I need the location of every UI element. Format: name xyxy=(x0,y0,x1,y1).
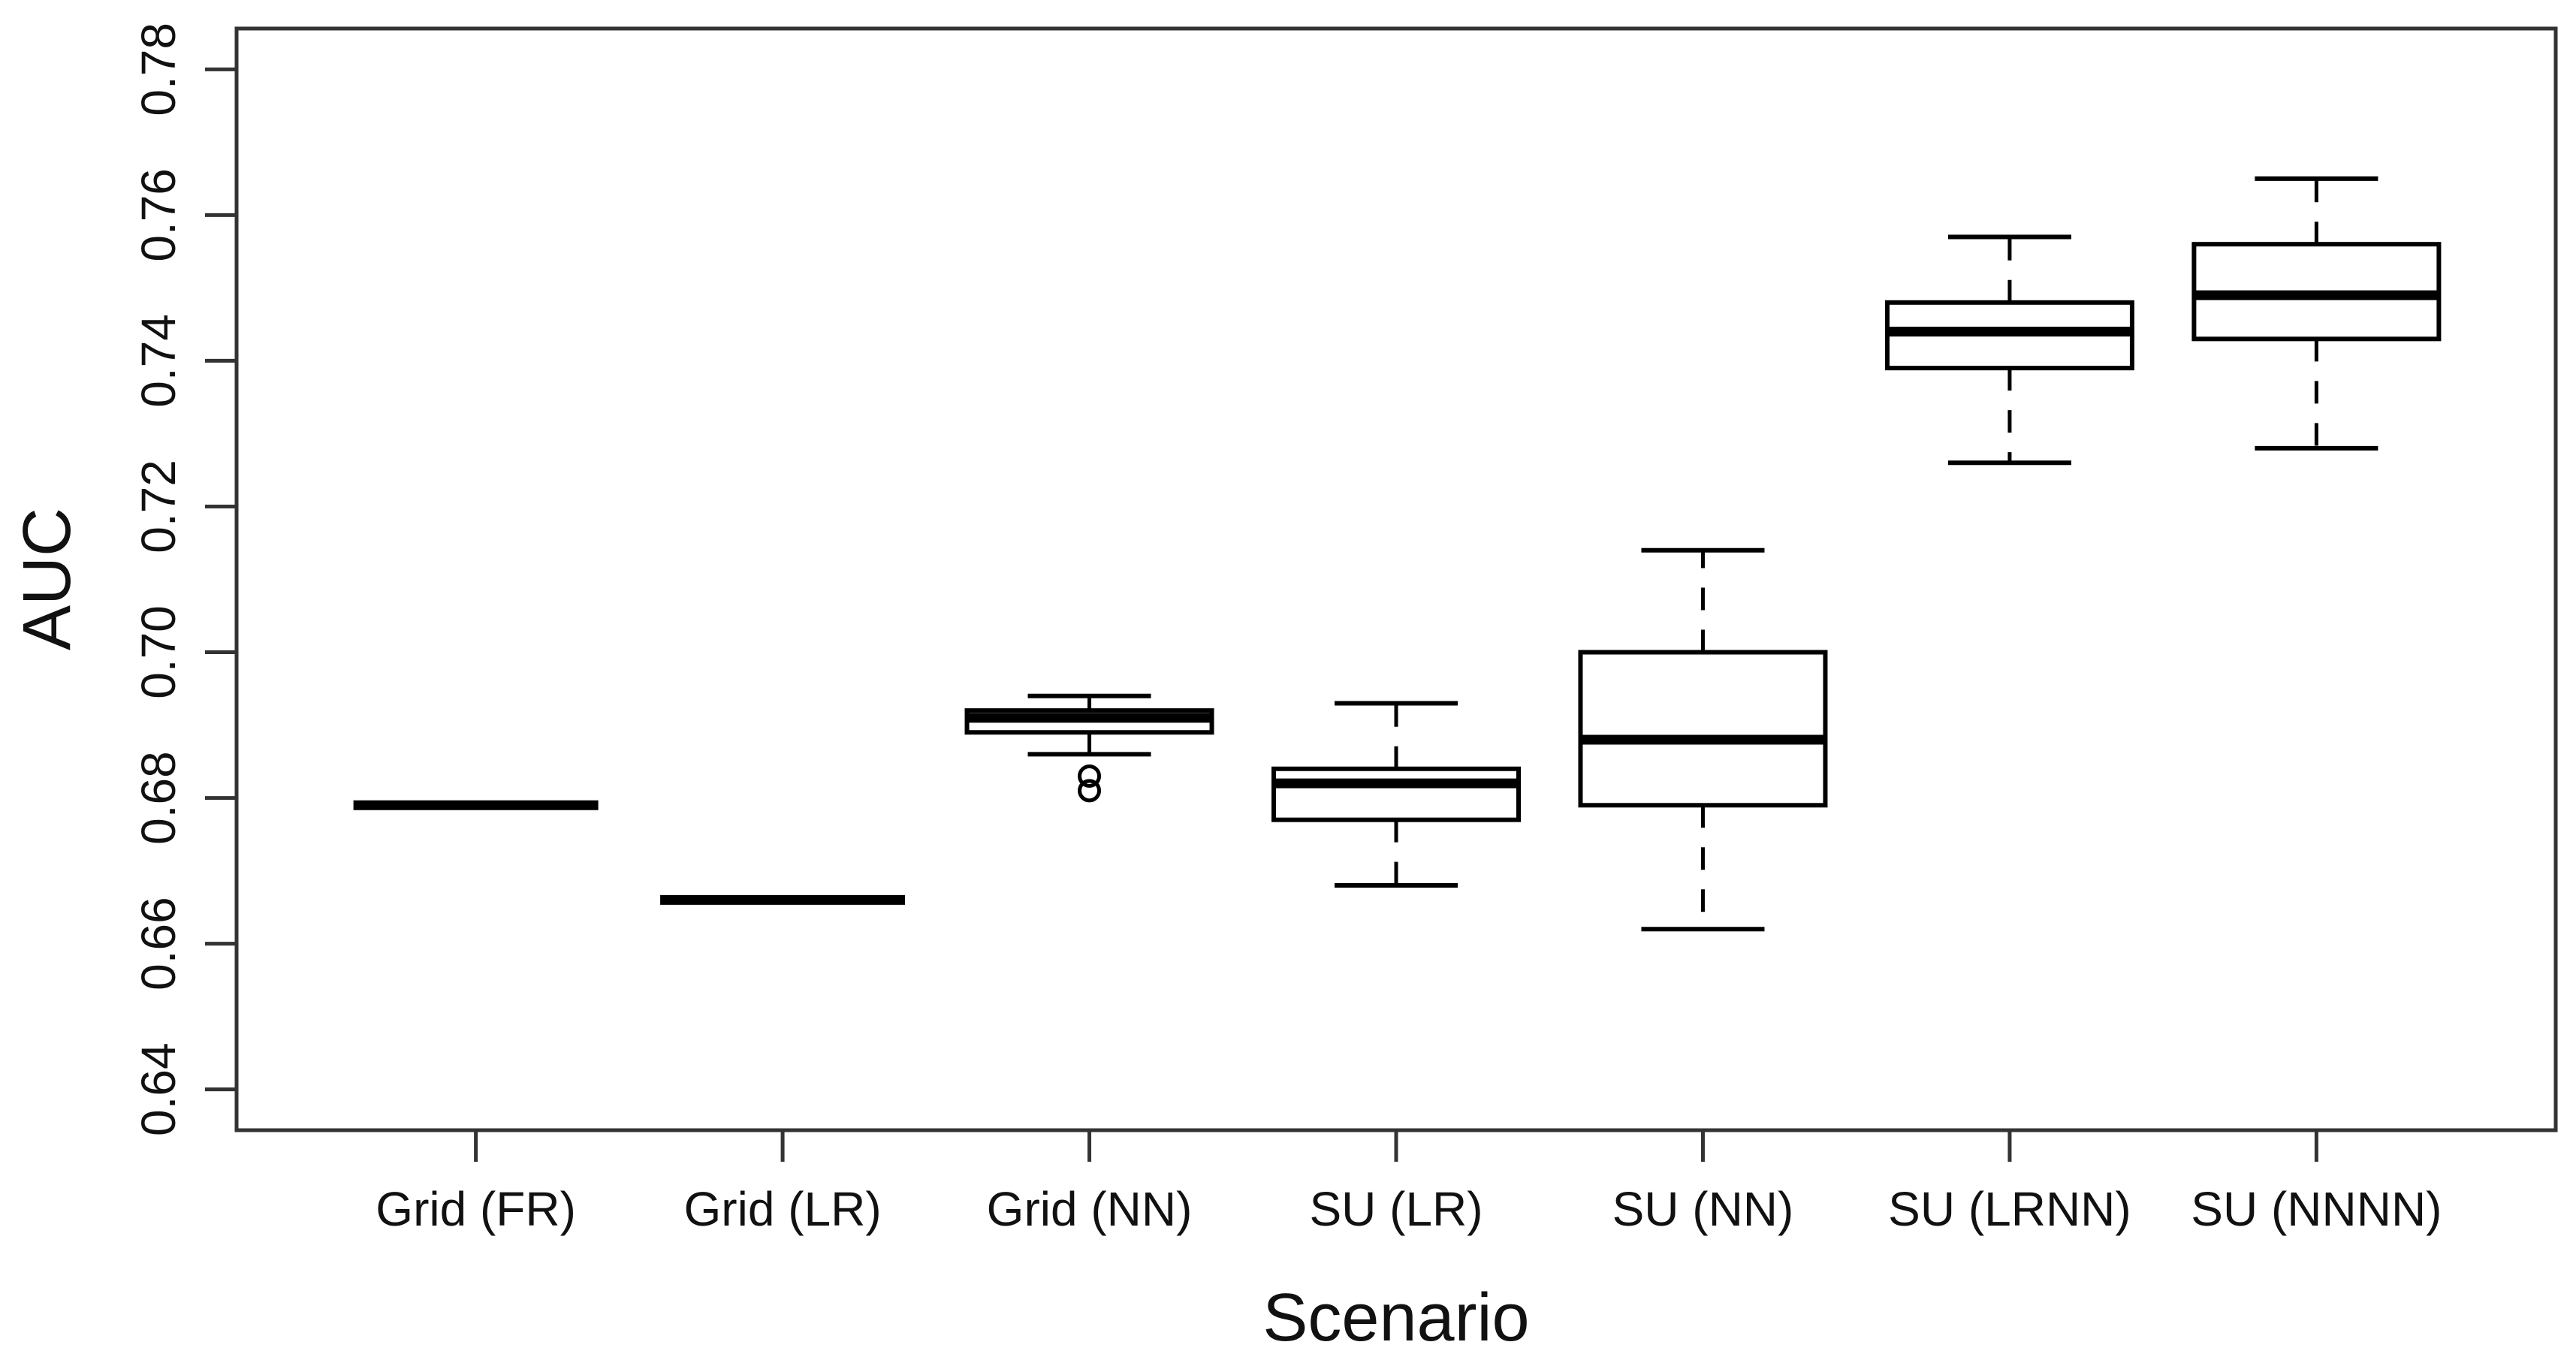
x-tick-label: Grid (NN) xyxy=(987,1182,1193,1236)
x-tick-label: SU (LR) xyxy=(1309,1182,1483,1236)
y-tick-label: 0.64 xyxy=(131,1042,186,1136)
plot-border xyxy=(234,26,2558,1132)
y-tick-label: 0.66 xyxy=(131,897,186,991)
x-axis-title: Scenario xyxy=(1262,1280,1529,1355)
y-tick-label: 0.70 xyxy=(131,605,186,699)
y-tick-label: 0.68 xyxy=(131,751,186,845)
y-tick-label: 0.76 xyxy=(131,168,186,262)
box-rect xyxy=(1578,650,1828,808)
outlier-point xyxy=(1078,764,1102,788)
x-tick-label: Grid (FR) xyxy=(376,1182,576,1236)
x-tick-label: Grid (LR) xyxy=(684,1182,882,1236)
x-tick-label: SU (NN) xyxy=(1612,1182,1794,1236)
y-tick-label: 0.78 xyxy=(131,23,186,116)
y-axis-title: AUC xyxy=(10,508,85,650)
x-tick-label: SU (LRNN) xyxy=(1888,1182,2131,1236)
box-rect xyxy=(1271,766,1521,822)
plot-layer: 0.64 0.66 0.68 0.70 0.72 0.74 0.76 0.78 Grid (FR… xyxy=(131,23,2558,1236)
outlier-point xyxy=(1078,779,1102,803)
y-tick-label: 0.72 xyxy=(131,460,186,553)
x-tick-label: SU (NNNN) xyxy=(2191,1182,2442,1236)
y-tick-label: 0.74 xyxy=(131,314,186,408)
